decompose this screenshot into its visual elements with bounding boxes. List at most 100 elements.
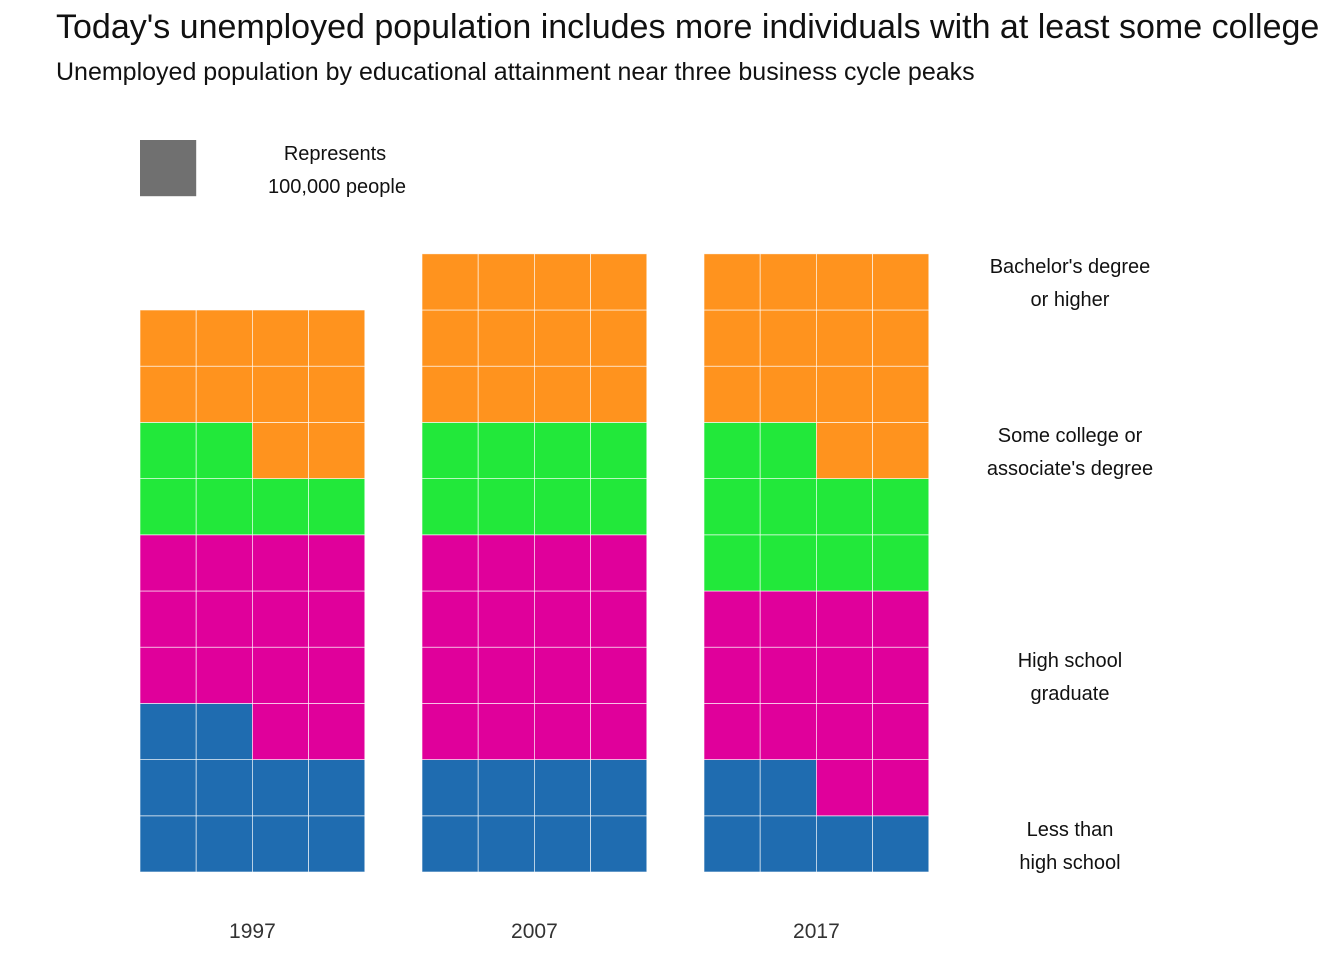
waffle-cell — [759, 703, 817, 761]
waffle-cell — [816, 646, 874, 704]
waffle-cell — [421, 815, 479, 873]
legend-key-text-line2: 100,000 people — [268, 176, 406, 198]
waffle-cell — [195, 646, 253, 704]
waffle-cell — [759, 534, 817, 592]
waffle-cell — [590, 309, 648, 367]
waffle-cell — [308, 309, 366, 367]
waffle-cell — [421, 703, 479, 761]
waffle-cell — [872, 365, 930, 423]
waffle-cell — [590, 646, 648, 704]
waffle-cell — [139, 421, 197, 479]
waffle-cell — [759, 421, 817, 479]
waffle-cell — [590, 534, 648, 592]
legend-key-square — [140, 140, 197, 197]
legend-key-text-line1: Represents — [284, 143, 386, 165]
waffle-cell — [308, 478, 366, 536]
waffle-cell — [251, 421, 309, 479]
waffle-cell — [421, 590, 479, 648]
waffle-cell — [308, 703, 366, 761]
waffle-cell — [251, 534, 309, 592]
chart-subtitle: Unemployed population by educational att… — [56, 58, 975, 86]
waffle-cell — [477, 253, 535, 311]
waffle-cell — [421, 646, 479, 704]
waffle-cell — [759, 309, 817, 367]
waffle-cell — [139, 590, 197, 648]
waffle-cell — [477, 703, 535, 761]
waffle-cell — [590, 759, 648, 817]
waffle-cell — [759, 590, 817, 648]
waffle-cell — [703, 646, 761, 704]
series-label: high school — [1019, 852, 1120, 874]
waffle-cell — [590, 365, 648, 423]
waffle-cell — [816, 815, 874, 873]
waffle-cell — [534, 815, 592, 873]
waffle-cell — [590, 478, 648, 536]
waffle-cell — [872, 253, 930, 311]
waffle-cell — [139, 478, 197, 536]
x-tick-label: 2017 — [793, 920, 840, 943]
waffle-cell — [872, 815, 930, 873]
waffle-cell — [477, 590, 535, 648]
waffle-cell — [195, 478, 253, 536]
waffle-cell — [872, 590, 930, 648]
waffle-cell — [139, 534, 197, 592]
waffle-cell — [759, 478, 817, 536]
series-label: associate's degree — [987, 458, 1153, 480]
waffle-cell — [195, 421, 253, 479]
waffle-cell — [816, 703, 874, 761]
waffle-cell — [251, 759, 309, 817]
waffle-cell — [195, 703, 253, 761]
waffle-cell — [421, 253, 479, 311]
waffle-cell — [251, 703, 309, 761]
waffle-cell — [872, 478, 930, 536]
waffle-cell — [139, 365, 197, 423]
waffle-cell — [421, 478, 479, 536]
waffle-cell — [195, 759, 253, 817]
waffle-cell — [703, 365, 761, 423]
waffle-cell — [703, 253, 761, 311]
waffle-cell — [703, 759, 761, 817]
x-tick-label: 1997 — [229, 920, 276, 943]
waffle-cell — [816, 534, 874, 592]
waffle-cell — [872, 421, 930, 479]
waffle-cell — [534, 646, 592, 704]
waffle-cell — [590, 815, 648, 873]
waffle-cell — [421, 309, 479, 367]
waffle-cell — [251, 815, 309, 873]
waffle-cell — [139, 759, 197, 817]
waffle-cell — [872, 759, 930, 817]
waffle-cell — [195, 309, 253, 367]
waffle-cell — [703, 815, 761, 873]
waffle-cell — [308, 365, 366, 423]
waffle-cell — [816, 253, 874, 311]
x-tick-label: 2007 — [511, 920, 558, 943]
waffle-cell — [477, 478, 535, 536]
waffle-cell — [816, 590, 874, 648]
series-label: Less than — [1027, 819, 1114, 841]
waffle-cell — [251, 309, 309, 367]
waffle-cell — [477, 365, 535, 423]
series-label: or higher — [1031, 289, 1110, 311]
waffle-cell — [534, 365, 592, 423]
waffle-cell — [477, 759, 535, 817]
waffle-cell — [534, 253, 592, 311]
waffle-cell — [139, 815, 197, 873]
waffle-cell — [421, 421, 479, 479]
waffle-cell — [590, 421, 648, 479]
waffle-cell — [534, 590, 592, 648]
waffle-cell — [703, 478, 761, 536]
waffle-cell — [421, 534, 479, 592]
waffle-cell — [590, 590, 648, 648]
waffle-cell — [759, 253, 817, 311]
waffle-cell — [421, 365, 479, 423]
waffle-cell — [308, 421, 366, 479]
series-label: Some college or — [998, 425, 1143, 447]
waffle-cell — [139, 646, 197, 704]
waffle-cell — [195, 590, 253, 648]
waffle-cell — [251, 365, 309, 423]
series-label: Bachelor's degree — [990, 256, 1151, 278]
waffle-cell — [477, 815, 535, 873]
waffle-cell — [477, 309, 535, 367]
waffle-cell — [872, 534, 930, 592]
